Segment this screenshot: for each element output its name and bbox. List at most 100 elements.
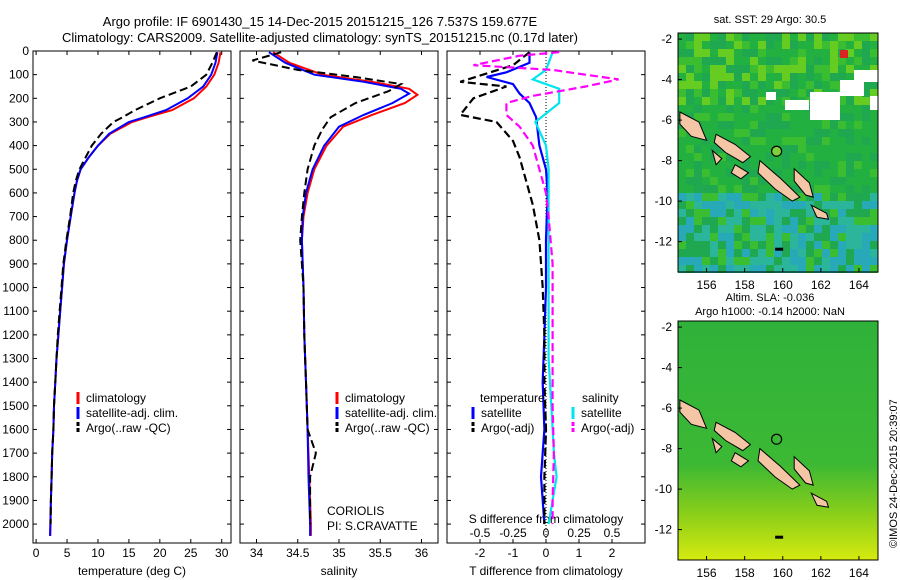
sst-cell (846, 65, 854, 73)
sst-cell (862, 209, 870, 217)
lat-tick-label: -12 (655, 235, 673, 249)
sst-cell (686, 105, 694, 113)
depth-tick-label: 1700 (2, 446, 29, 460)
island (730, 163, 750, 180)
sst-cell (686, 265, 694, 273)
sst-cell (806, 169, 814, 177)
sst-cell (862, 265, 870, 273)
depth-tick-label: 1900 (2, 493, 29, 507)
depth-tick-label: 1800 (2, 470, 29, 484)
sst-cell (814, 33, 822, 41)
sst-cell (870, 121, 878, 129)
sst-cell (694, 217, 702, 225)
sst-cell (814, 57, 822, 65)
sst-cell (862, 225, 870, 233)
sst-cell (718, 185, 726, 193)
cloud-gap (840, 80, 864, 96)
difference-panel: -2 -1 0 1 2 T difference from climatology -0.5… (446, 50, 646, 578)
sst-cell (702, 201, 710, 209)
lat-tick-label: -6 (661, 113, 672, 127)
sst-cell (862, 241, 870, 249)
sst-cell (854, 137, 862, 145)
sst-cell (854, 33, 862, 41)
sst-cell (862, 57, 870, 65)
sst-cell (734, 41, 742, 49)
sst-cell (766, 209, 774, 217)
sst-cell (734, 33, 742, 41)
sst-cell (862, 105, 870, 113)
sst-cell (686, 89, 694, 97)
sst-cell (718, 193, 726, 201)
sst-cell (766, 137, 774, 145)
sst-cell (742, 129, 750, 137)
sst-cell (694, 169, 702, 177)
sst-cell (774, 33, 782, 41)
sst-cell (830, 121, 838, 129)
sst-cell (790, 89, 798, 97)
sst-cell (782, 33, 790, 41)
x-tick-label: 10 (91, 546, 105, 560)
sst-cell (702, 65, 710, 73)
sst-cell (814, 169, 822, 177)
sst-cell (726, 105, 734, 113)
sst-cell (862, 233, 870, 241)
sst-cell (734, 257, 742, 265)
sst-cell (862, 89, 870, 97)
sst-cell (710, 57, 718, 65)
sst-cell (798, 129, 806, 137)
sst-cell (742, 121, 750, 129)
sst-cell (726, 225, 734, 233)
sst-cell (694, 193, 702, 201)
sst-cell (870, 193, 878, 201)
sst-cell (854, 49, 862, 57)
sst-cell (726, 137, 734, 145)
cloud-gap (810, 92, 840, 120)
sst-cell (782, 209, 790, 217)
sst-cell (782, 121, 790, 129)
s-tick-label: 0.25 (567, 526, 591, 540)
sst-cell (742, 113, 750, 121)
legend-heading: temperature (480, 391, 545, 405)
sst-cell (862, 121, 870, 129)
sst-cell (790, 49, 798, 57)
sst-cell (710, 89, 718, 97)
sst-cell (694, 177, 702, 185)
sst-cell (686, 65, 694, 73)
sst-cell (774, 169, 782, 177)
sst-cell (846, 129, 854, 137)
sst-cell (830, 249, 838, 257)
sst-cell (702, 89, 710, 97)
sst-cell (718, 265, 726, 273)
sst-cell (702, 121, 710, 129)
sst-cell (758, 153, 766, 161)
sst-cell (806, 241, 814, 249)
sst-cell (822, 129, 830, 137)
sst-cell (742, 193, 750, 201)
sst-cell (750, 81, 758, 89)
sst-cell (806, 209, 814, 217)
sst-cell (838, 153, 846, 161)
sst-cell (734, 89, 742, 97)
sla-map-title-line2: Argo h1000: -0.14 h2000: NaN (695, 306, 845, 318)
sst-cell (790, 145, 798, 153)
lat-tick-label: -6 (661, 401, 672, 415)
sst-cell (742, 257, 750, 265)
sst-cell (686, 73, 694, 81)
sst-cell (742, 161, 750, 169)
sst-cell (742, 73, 750, 81)
depth-tick-label: 200 (9, 91, 29, 105)
sst-cell (790, 241, 798, 249)
sst-cell (814, 185, 822, 193)
sst-cell (734, 249, 742, 257)
sst-cell (798, 257, 806, 265)
sst-cell (814, 177, 822, 185)
sst-cell (750, 257, 758, 265)
sst-cell (798, 169, 806, 177)
x-tick-label: 2 (609, 546, 616, 560)
sst-cell (750, 265, 758, 273)
sst-cell (774, 265, 782, 273)
sst-cell (798, 161, 806, 169)
sst-cell (774, 217, 782, 225)
sst-cell (718, 65, 726, 73)
sst-cell (734, 233, 742, 241)
